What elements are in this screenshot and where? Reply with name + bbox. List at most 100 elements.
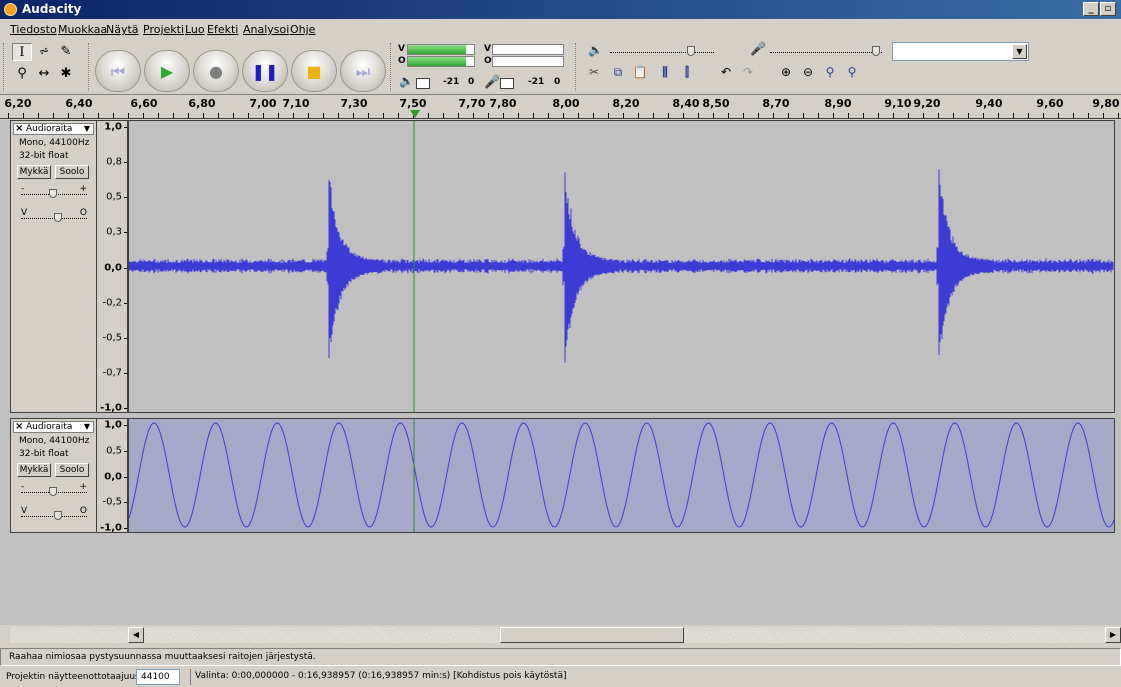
gain-minus-label: - <box>21 184 25 194</box>
menu-muokkaa[interactable]: Muokkaa <box>58 23 108 36</box>
output-volume-slider[interactable] <box>610 52 714 53</box>
ruler-tick <box>38 113 39 118</box>
track-name: Audioraita <box>26 422 73 432</box>
gain-slider[interactable]: - + <box>21 482 87 497</box>
ruler-label: 7,70 <box>458 97 486 110</box>
fit-selection-icon[interactable]: ⚲ <box>825 65 835 79</box>
undo-icon[interactable]: ↶ <box>720 65 732 79</box>
fit-project-icon[interactable]: ⚲ <box>847 65 857 79</box>
track-control-panel: × Audioraita ▼ Mono, 44100Hz 32-bit floa… <box>10 120 97 413</box>
ruler-tick <box>128 113 129 118</box>
ruler-tick <box>698 113 699 118</box>
rec-meter-menu[interactable] <box>500 78 514 89</box>
paste-icon[interactable]: 📋 <box>632 65 648 79</box>
timeline-ruler[interactable]: 6,20 6,40 6,60 6,80 7,00 7,10 7,30 7,50 … <box>0 96 1121 119</box>
play-meter-menu[interactable] <box>416 78 430 89</box>
menu-tiedosto[interactable]: Tiedosto <box>10 23 57 36</box>
toolbar-grip <box>575 43 578 91</box>
gain-minus-label: - <box>21 482 25 492</box>
pause-button[interactable]: ❚❚ <box>242 50 288 92</box>
ruler-tick <box>383 113 384 118</box>
close-track-icon[interactable]: × <box>15 421 24 432</box>
multi-tool-icon[interactable]: ✱ <box>60 66 72 81</box>
draw-tool-icon[interactable]: ✎ <box>60 44 72 59</box>
ruler-label: 7,30 <box>340 97 368 110</box>
redo-icon[interactable]: ↷ <box>742 65 754 79</box>
scroll-left-icon[interactable]: ◀ <box>128 627 144 643</box>
track-name-menu[interactable]: × Audioraita ▼ <box>13 123 94 135</box>
gain-slider[interactable]: - + <box>21 184 87 199</box>
output-volume-knob[interactable] <box>687 46 696 56</box>
ruler-label: 8,50 <box>702 97 730 110</box>
menu-projekti[interactable]: Projekti <box>143 23 185 36</box>
envelope-tool-icon[interactable]: ⩫ <box>38 44 50 59</box>
scrollbar-thumb[interactable] <box>500 627 684 643</box>
play-meter-zero: 0 <box>468 77 475 87</box>
status-hint: Raahaa nimiosaa pystysuunnassa muuttaaks… <box>0 648 1121 666</box>
speaker-icon: 🔈 <box>399 74 414 88</box>
amplitude-ruler: 1,0 0,5 0,0 -0,5 -1,0 <box>97 418 128 534</box>
record-button[interactable]: ● <box>193 50 239 92</box>
ruler-tick <box>1103 113 1104 118</box>
zoom-in-icon[interactable]: ⊕ <box>780 65 792 79</box>
solo-button[interactable]: Soolo <box>55 165 89 179</box>
ruler-label: 9,80 <box>1092 97 1120 110</box>
amplitude-label: 0,5 <box>106 445 122 457</box>
amplitude-tick <box>124 450 127 452</box>
waveform-track-1[interactable] <box>128 120 1115 413</box>
skip-start-button[interactable]: ⏮ <box>95 50 141 92</box>
track-format: Mono, 44100Hz <box>19 138 90 148</box>
minimize-button[interactable]: _ <box>1083 2 1099 16</box>
zoom-out-icon[interactable]: ⊖ <box>802 65 814 79</box>
track-name-menu[interactable]: × Audioraita ▼ <box>13 421 94 433</box>
mute-button[interactable]: Mykkä <box>17 165 51 179</box>
menu-analysoi[interactable]: Analysoi <box>243 23 290 36</box>
chevron-down-icon: ▼ <box>83 422 90 431</box>
mute-button[interactable]: Mykkä <box>17 463 51 477</box>
pan-slider[interactable]: V O <box>21 506 87 521</box>
ruler-tick <box>233 113 234 118</box>
gain-knob[interactable] <box>48 189 57 198</box>
ruler-tick <box>473 113 474 118</box>
restore-button[interactable]: ▫ <box>1100 2 1116 16</box>
silence-icon[interactable]: ⫿ <box>685 65 689 79</box>
ruler-tick <box>293 113 294 118</box>
timeshift-tool-icon[interactable]: ↔ <box>38 66 50 81</box>
ruler-tick <box>53 113 54 118</box>
input-volume-slider[interactable] <box>770 52 882 53</box>
menu-nayta[interactable]: Näytä <box>106 23 139 36</box>
ruler-tick <box>23 113 24 118</box>
input-volume-knob[interactable] <box>872 46 881 56</box>
menu-efekti[interactable]: Efekti <box>207 23 239 36</box>
waveform-track-2[interactable] <box>128 418 1115 533</box>
horizontal-scrollbar[interactable]: ◀ ▶ <box>10 627 1121 643</box>
menu-ohje[interactable]: Ohje <box>290 23 316 36</box>
pan-knob[interactable] <box>54 511 62 520</box>
amplitude-tick <box>124 197 127 199</box>
amplitude-label: 0,8 <box>106 156 122 168</box>
gain-plus-label: + <box>79 184 87 194</box>
trim-icon[interactable]: ⫼ <box>662 65 668 79</box>
selection-tool-icon[interactable]: I <box>12 43 32 61</box>
project-rate-input[interactable]: 44100 <box>136 669 180 685</box>
menu-luo[interactable]: Luo <box>185 23 205 36</box>
device-combo[interactable]: ▼ <box>892 42 1029 61</box>
skip-end-button[interactable]: ⏭ <box>340 50 386 92</box>
close-track-icon[interactable]: × <box>15 123 24 134</box>
solo-button[interactable]: Soolo <box>55 463 89 477</box>
cut-icon[interactable]: ✂ <box>588 65 600 79</box>
amplitude-label: 1,0 <box>104 121 122 133</box>
zoom-tool-icon[interactable]: ⚲ <box>17 66 27 81</box>
pan-slider[interactable]: V O <box>21 208 87 223</box>
ruler-tick <box>443 113 444 118</box>
pan-knob[interactable] <box>54 213 62 222</box>
gain-knob[interactable] <box>48 487 57 496</box>
copy-icon[interactable]: ⧉ <box>613 65 623 79</box>
track-control-panel: × Audioraita ▼ Mono, 44100Hz 32-bit floa… <box>10 418 97 533</box>
play-button[interactable]: ▶ <box>144 50 190 92</box>
scroll-right-icon[interactable]: ▶ <box>1105 627 1121 643</box>
rec-meter-zero: 0 <box>554 77 561 87</box>
stop-button[interactable]: ■ <box>291 50 337 92</box>
status-bar: Projektin näytteenottotaajuus: 44100 Val… <box>0 668 1121 687</box>
ruler-tick <box>938 113 939 118</box>
